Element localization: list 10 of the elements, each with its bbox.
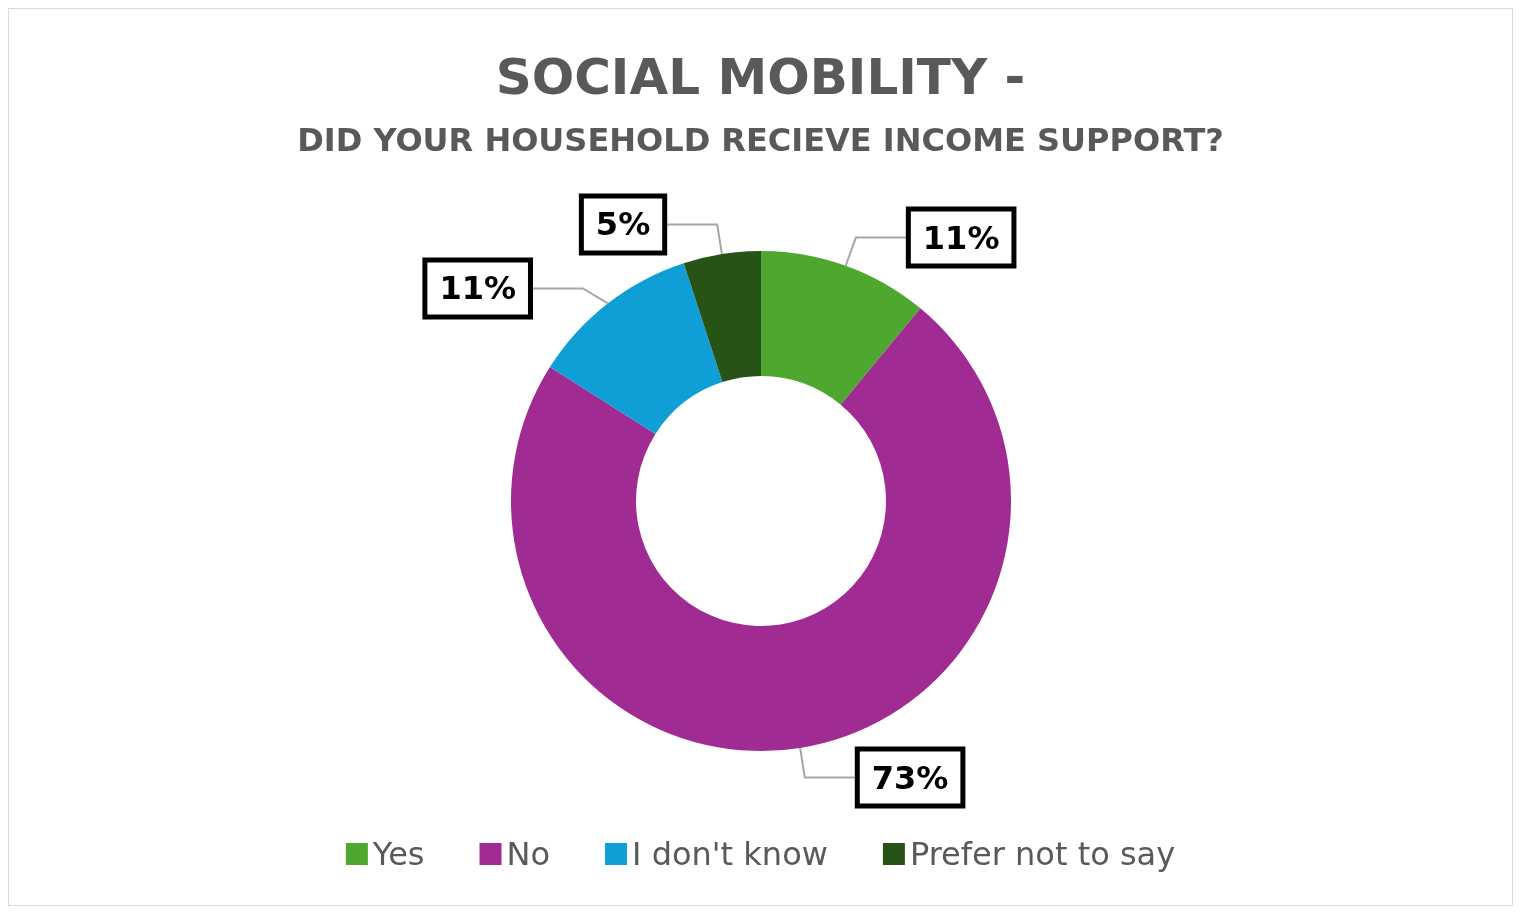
data-label: 73% — [871, 758, 949, 797]
legend-label: I don't know — [632, 835, 828, 873]
legend-label: Yes — [371, 835, 425, 873]
legend-label: Prefer not to say — [909, 835, 1176, 873]
data-label: 11% — [922, 218, 1000, 257]
chart-title: SOCIAL MOBILITY - — [495, 48, 1026, 106]
data-label: 5% — [595, 205, 651, 244]
legend-label: No — [506, 835, 551, 873]
data-label: 11% — [439, 269, 516, 308]
chart-subtitle: DID YOUR HOUSEHOLD RECIEVE INCOME SUPPORT? — [297, 121, 1224, 159]
